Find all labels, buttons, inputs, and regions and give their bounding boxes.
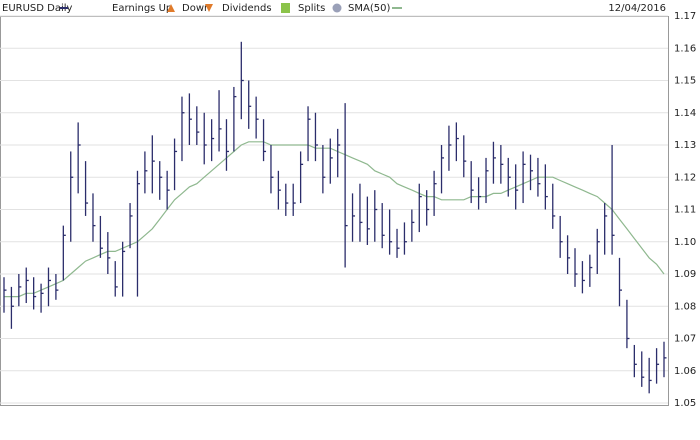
y-tick-label: 1.10 (674, 237, 696, 248)
dividend-icon (281, 3, 290, 13)
y-tick-label: 1.09 (674, 269, 696, 280)
y-tick-label: 1.14 (674, 108, 696, 119)
y-tick-label: 1.15 (674, 76, 696, 87)
y-tick-label: 1.05 (674, 398, 696, 409)
y-tick-label: 1.06 (674, 366, 696, 377)
legend-earnings-up: Earnings Up (112, 3, 172, 14)
legend-sma: SMA(50) (348, 3, 390, 14)
y-tick-label: 1.13 (674, 140, 696, 151)
split-icon (332, 3, 342, 13)
date: 12/04/2016 (608, 3, 666, 14)
series-name: EURUSD Daily (2, 3, 73, 14)
sma-line (4, 141, 665, 298)
legend-splits: Splits (298, 3, 325, 14)
legend-dividends: Dividends (222, 3, 272, 14)
up-icon (167, 4, 175, 12)
y-tick-label: 1.07 (674, 334, 696, 345)
y-tick-label: 1.11 (674, 205, 696, 216)
down-icon (205, 4, 213, 12)
y-tick-label: 1.16 (674, 43, 696, 54)
legend-earnings-down: Down (182, 3, 210, 14)
y-tick-label: 1.12 (674, 172, 696, 183)
y-tick-label: 1.17 (674, 11, 696, 22)
y-tick-label: 1.08 (674, 301, 696, 312)
plot-frame (0, 16, 669, 406)
